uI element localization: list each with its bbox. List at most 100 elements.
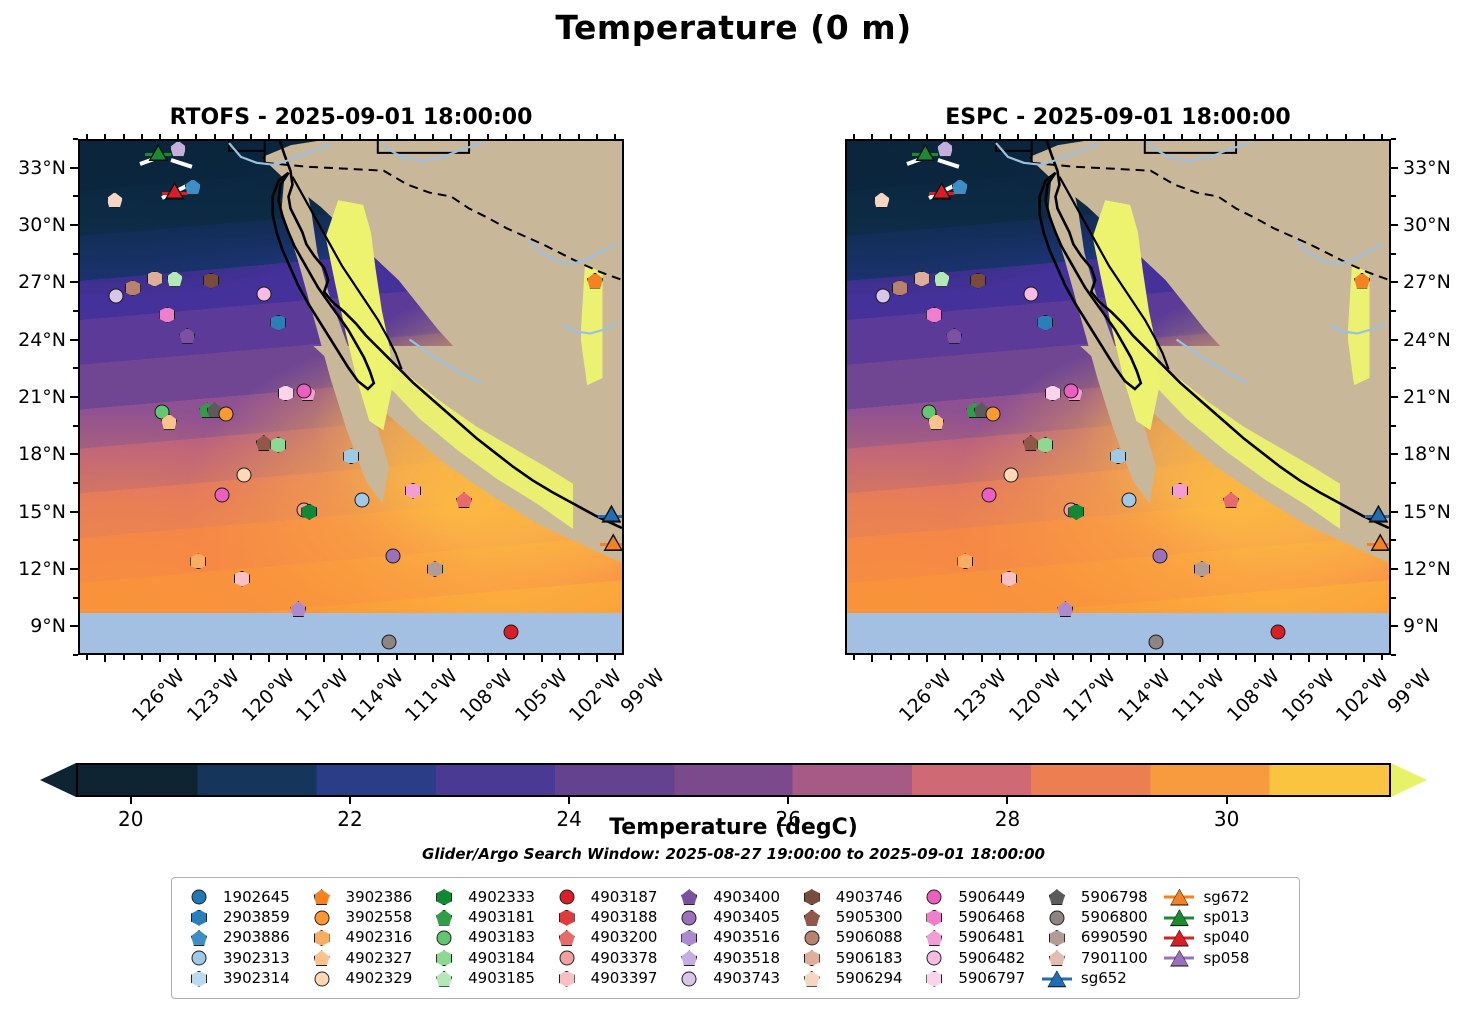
map-panel-rtofs[interactable] [78, 139, 624, 655]
legend-item-2903859[interactable]: 2903859 [184, 907, 307, 927]
legend-item-sp013[interactable]: sp013 [1164, 907, 1287, 927]
platform-marker-4902329[interactable] [1003, 467, 1019, 483]
platform-marker-4903397[interactable] [233, 570, 250, 587]
platform-marker-3902313[interactable] [1121, 492, 1137, 508]
legend-item-5906294[interactable]: 5906294 [797, 969, 920, 989]
legend-item-4902316[interactable]: 4902316 [307, 928, 430, 948]
legend-item-3902558[interactable]: 3902558 [307, 907, 430, 927]
legend-item-5906481[interactable]: 5906481 [919, 928, 1042, 948]
legend-item-4903184[interactable]: 4903184 [429, 948, 552, 968]
legend-label: sp058 [1203, 948, 1250, 967]
platform-marker-5906449b[interactable] [981, 487, 997, 503]
platform-marker-4903743[interactable] [108, 288, 124, 304]
legend-item-5905300[interactable]: 5905300 [797, 907, 920, 927]
platform-marker-4903743[interactable] [875, 288, 891, 304]
legend-item-4903746[interactable]: 4903746 [797, 887, 920, 907]
platform-marker-5906088[interactable] [891, 280, 908, 297]
legend-item-1902645[interactable]: 1902645 [184, 887, 307, 907]
legend-item-3902313[interactable]: 3902313 [184, 948, 307, 968]
platform-marker-5906449b[interactable] [214, 487, 230, 503]
platform-marker-4902316[interactable] [190, 553, 207, 570]
legend-item-4903188[interactable]: 4903188 [552, 907, 675, 927]
legend-item-6990590[interactable]: 6990590 [1042, 928, 1165, 948]
legend-item-4903405[interactable]: 4903405 [674, 907, 797, 927]
legend-item-4902327[interactable]: 4902327 [307, 948, 430, 968]
platform-marker-5906468[interactable] [159, 306, 176, 323]
platform-marker-5906800[interactable] [381, 634, 397, 650]
platform-marker-4903405[interactable] [385, 548, 401, 564]
legend-item-7901100[interactable]: 7901100 [1042, 948, 1165, 968]
legend-item-3902386[interactable]: 3902386 [307, 887, 430, 907]
platform-marker-2903859[interactable] [270, 314, 287, 331]
platform-marker-5906183[interactable] [913, 270, 930, 287]
platform-marker-3902313[interactable] [354, 492, 370, 508]
legend-label: 4903378 [590, 948, 658, 967]
platform-marker-6990590[interactable] [1193, 561, 1210, 578]
legend-item-4903183[interactable]: 4903183 [429, 928, 552, 948]
platform-marker-4903405[interactable] [1152, 548, 1168, 564]
x-axis-label: 99°W [1383, 665, 1436, 718]
platform-marker-4902333[interactable] [1068, 503, 1085, 520]
legend-item-sp058[interactable]: sp058 [1164, 948, 1287, 968]
platform-marker-5906468[interactable] [926, 306, 943, 323]
platform-marker-4903746[interactable] [203, 272, 220, 289]
platform-marker-4903397[interactable] [1000, 570, 1017, 587]
legend-item-4902329[interactable]: 4902329 [307, 969, 430, 989]
legend-marker-h [184, 908, 214, 928]
platform-marker-4902333[interactable] [301, 503, 318, 520]
platform-marker-2903859b[interactable] [1110, 448, 1127, 465]
legend-item-4903743[interactable]: 4903743 [674, 969, 797, 989]
legend-item-4903400[interactable]: 4903400 [674, 887, 797, 907]
legend-item-sg672[interactable]: sg672 [1164, 887, 1287, 907]
legend-box[interactable]: 1902645 2903859 2903886 3902313 3902314 39023… [171, 877, 1300, 999]
legend-item-4903200[interactable]: 4903200 [552, 928, 675, 948]
legend-item-sp040[interactable]: sp040 [1164, 928, 1287, 948]
legend-item-5906800[interactable]: 5906800 [1042, 907, 1165, 927]
platform-marker-5906797[interactable] [277, 385, 294, 402]
platform-marker-4903184[interactable] [1037, 436, 1054, 453]
legend-item-4903187[interactable]: 4903187 [552, 887, 675, 907]
legend-item-sg652[interactable]: sg652 [1041, 969, 1165, 989]
platform-marker-4903187[interactable] [1270, 624, 1286, 640]
platform-marker-3902558[interactable] [985, 406, 1001, 422]
legend-item-5906183[interactable]: 5906183 [797, 948, 920, 968]
platform-marker-5906800[interactable] [1148, 634, 1164, 650]
platform-marker-4903184[interactable] [270, 436, 287, 453]
legend-item-4903516[interactable]: 4903516 [674, 928, 797, 948]
legend-item-3902314[interactable]: 3902314 [184, 969, 307, 989]
platform-marker-2903859[interactable] [1037, 314, 1054, 331]
platform-marker-6990590[interactable] [426, 561, 443, 578]
platform-marker-5906481b[interactable] [405, 482, 422, 499]
platform-marker-2903859b[interactable] [343, 448, 360, 465]
legend-item-2903886[interactable]: 2903886 [184, 928, 307, 948]
platform-marker-5906183[interactable] [146, 270, 163, 287]
platform-marker-4902329[interactable] [236, 467, 252, 483]
legend-item-4903518[interactable]: 4903518 [674, 948, 797, 968]
platform-marker-5906797[interactable] [1044, 385, 1061, 402]
legend-item-4903378[interactable]: 4903378 [552, 948, 675, 968]
map-panel-espc[interactable] [845, 139, 1391, 655]
platform-marker-5906482[interactable] [256, 286, 272, 302]
platform-marker-5906482[interactable] [1023, 286, 1039, 302]
platform-marker-4903187[interactable] [503, 624, 519, 640]
legend-item-4903181[interactable]: 4903181 [429, 907, 552, 927]
legend-item-5906449[interactable]: 5906449 [919, 887, 1042, 907]
platform-marker-3902558[interactable] [218, 406, 234, 422]
platform-marker-4903183[interactable] [921, 404, 937, 420]
legend-item-5906798[interactable]: 5906798 [1042, 887, 1165, 907]
platform-marker-5906449[interactable] [1063, 383, 1079, 399]
legend-item-5906797[interactable]: 5906797 [919, 969, 1042, 989]
legend-item-5906088[interactable]: 5906088 [797, 928, 920, 948]
legend-item-5906482[interactable]: 5906482 [919, 948, 1042, 968]
platform-marker-4903183[interactable] [154, 404, 170, 420]
platform-marker-5906449[interactable] [296, 383, 312, 399]
platform-marker-5906088[interactable] [124, 280, 141, 297]
platform-marker-4903746[interactable] [970, 272, 987, 289]
platform-marker-5906481b[interactable] [1172, 482, 1189, 499]
platform-marker-4902316[interactable] [957, 553, 974, 570]
legend-item-4903185[interactable]: 4903185 [429, 969, 552, 989]
legend-item-4902333[interactable]: 4902333 [429, 887, 552, 907]
legend-item-4903397[interactable]: 4903397 [552, 969, 675, 989]
hexagon-icon [191, 970, 207, 987]
legend-item-5906468[interactable]: 5906468 [919, 907, 1042, 927]
